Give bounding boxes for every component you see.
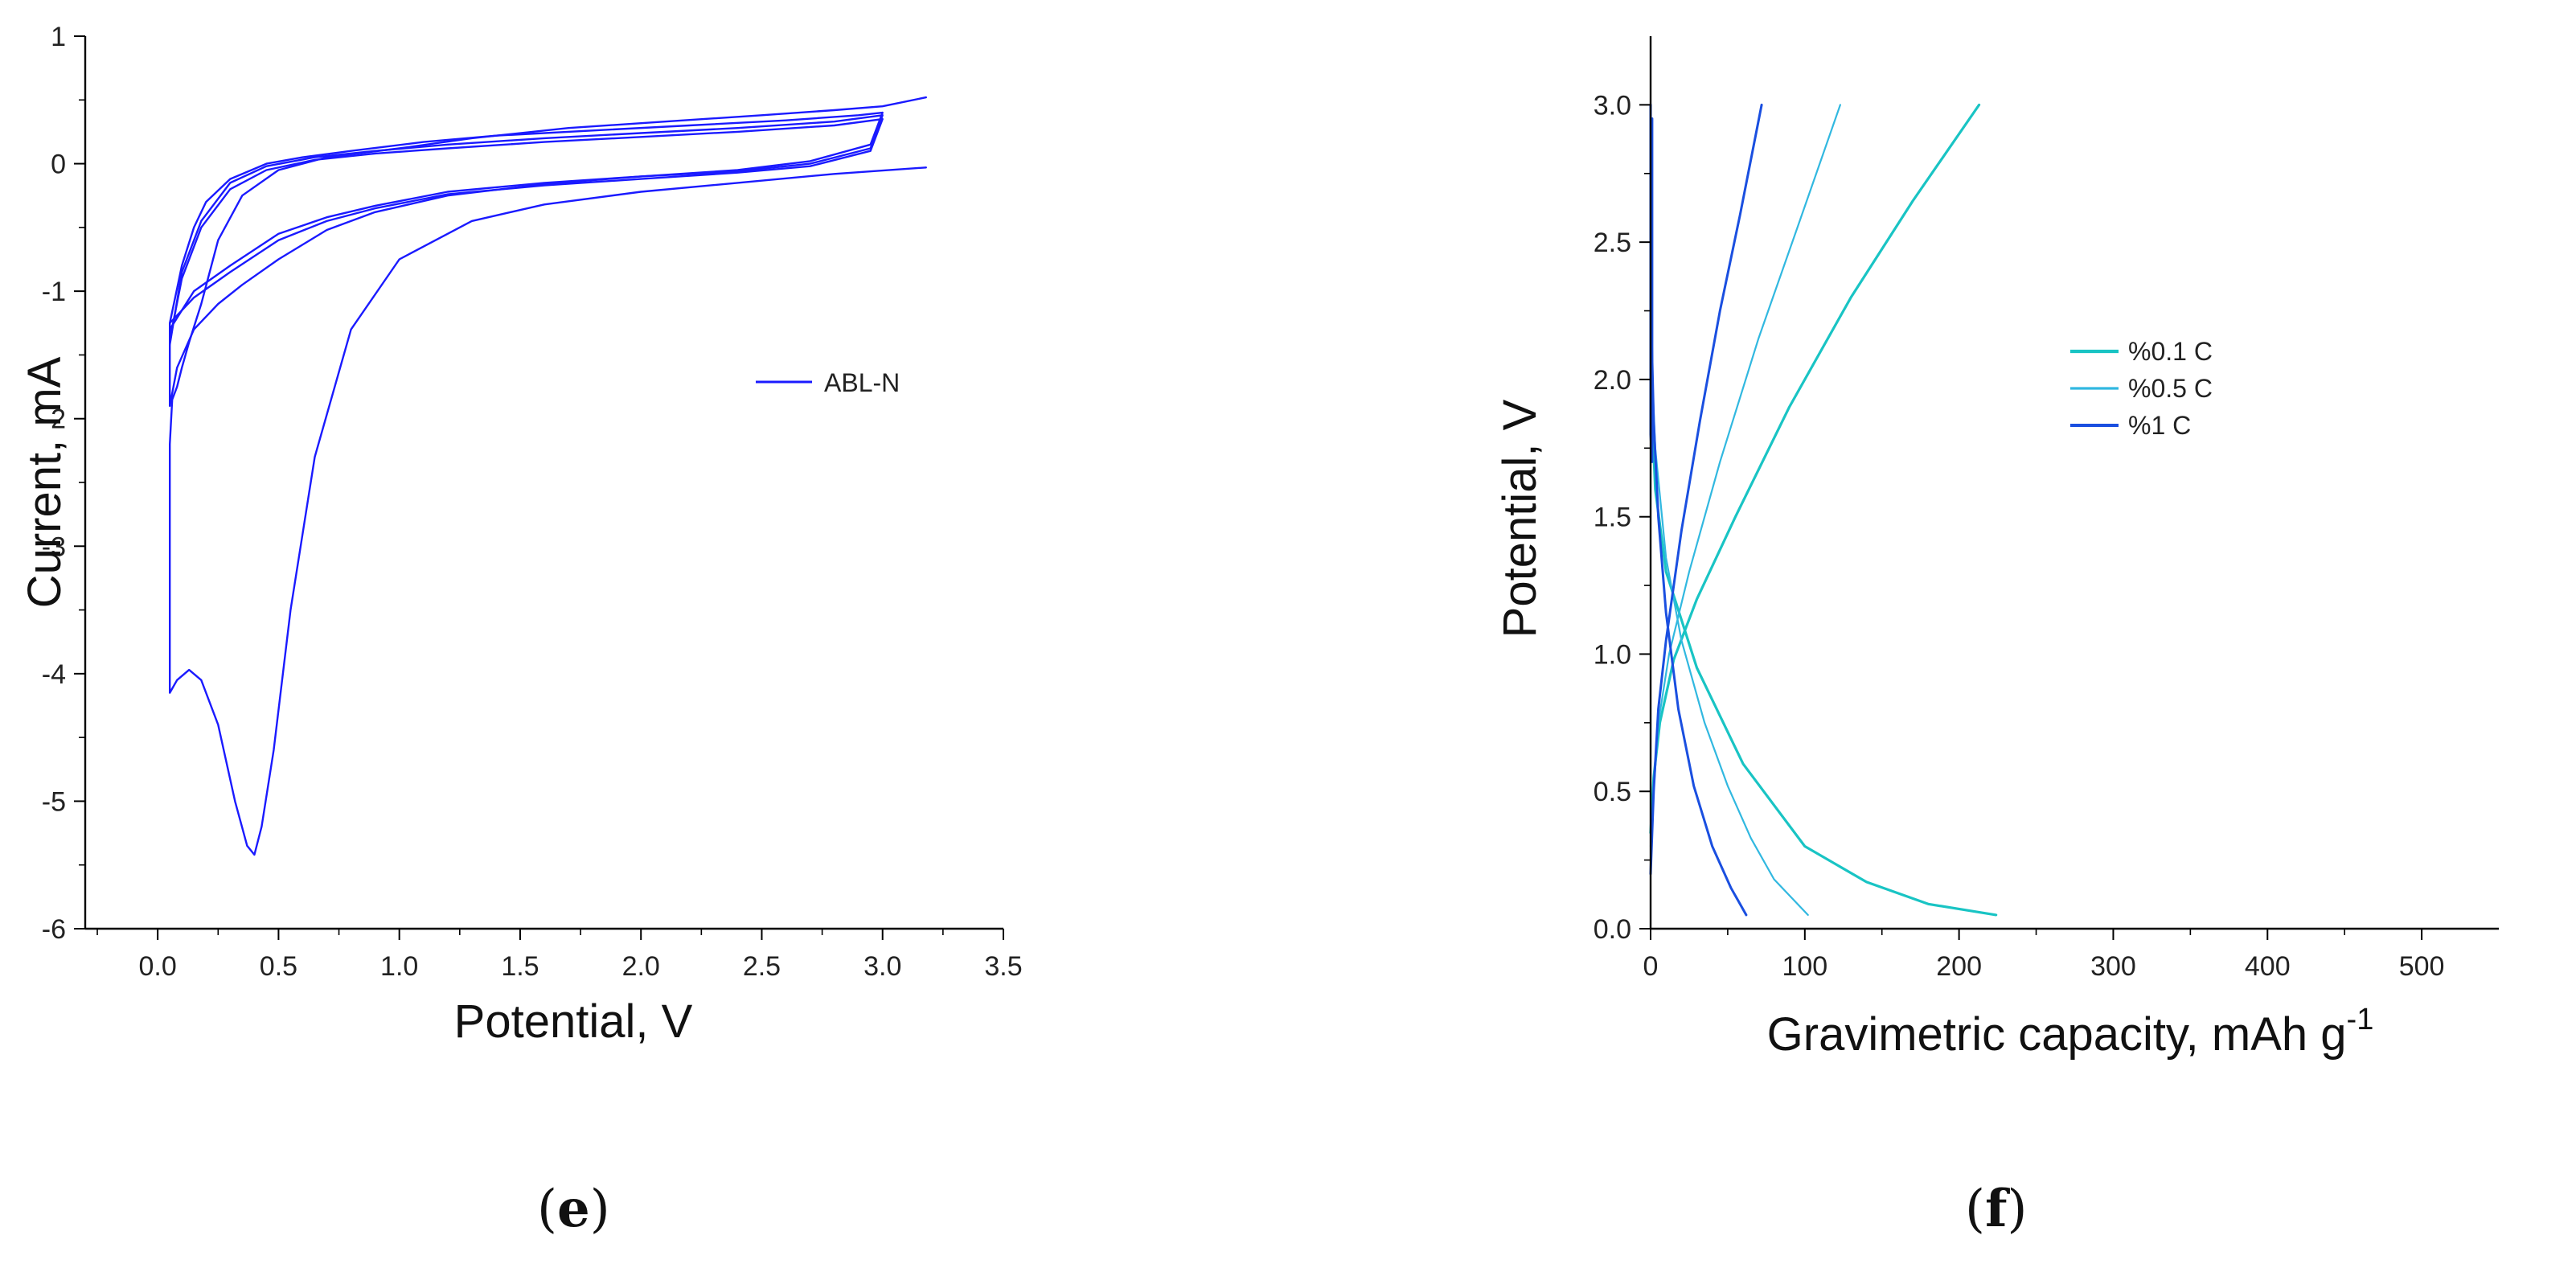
f-x-tick-label: 0 — [1643, 951, 1659, 982]
e-y-tick-label: 0 — [51, 150, 66, 180]
f-y-tick-label: 2.5 — [1594, 228, 1631, 258]
f-legend: %0.1 C %0.5 C %1 C — [2070, 337, 2213, 440]
e-series-cycle-2 — [169, 111, 884, 408]
e-y-tick-label: -1 — [42, 277, 66, 307]
e-x-tick-label: 3.0 — [863, 951, 901, 982]
f-x-tick-label: 500 — [2399, 951, 2445, 982]
f-x-tick-label: 300 — [2090, 951, 2136, 982]
f-y-tick-label: 3.0 — [1594, 90, 1631, 121]
f-charge-curve-0 — [1649, 103, 1981, 835]
f-legend-label: %0.5 C — [2128, 374, 2213, 403]
f-axes — [1649, 36, 2499, 930]
f-curves — [1649, 103, 1998, 917]
e-x-tick-label: 0.5 — [260, 951, 297, 982]
f-panel-letter: f — [1985, 1179, 2010, 1239]
e-panel-label: (e) — [537, 1179, 610, 1239]
e-axes — [84, 36, 1003, 930]
e-panel-letter: e — [557, 1179, 590, 1239]
f-discharge-curve-0 — [1649, 378, 1998, 917]
f-x-axis-title-text: Gravimetric capacity, mAh g — [1767, 1008, 2347, 1061]
e-series-cycle-3 — [169, 114, 884, 346]
f-charge-curve-1 — [1649, 104, 1841, 847]
e-y-tick-label: -3 — [42, 531, 66, 562]
f-ticks: 0 100 200 300 400 500 0.0 0.5 1.0 1.5 2.0 2.5 3.0 — [1594, 90, 2445, 982]
e-y-tick-label: -4 — [42, 659, 66, 690]
f-y-tick-label: 2.0 — [1594, 365, 1631, 396]
f-x-axis-title: Gravimetric capacity, mAh g-1 — [1767, 1003, 2374, 1061]
f-x-tick-label: 200 — [1936, 951, 1982, 982]
e-x-axis-title: Potential, V — [454, 995, 693, 1048]
e-x-tick-label: 3.5 — [984, 951, 1022, 982]
e-x-tick-label: 1.0 — [380, 951, 418, 982]
f-charge-curve-2 — [1649, 103, 1763, 876]
f-y-tick-label: 0.5 — [1594, 777, 1631, 807]
e-x-tick-label: 2.5 — [743, 951, 781, 982]
e-x-tick-label: 2.0 — [622, 951, 660, 982]
e-y-tick-label: -6 — [42, 914, 66, 945]
f-x-axis-title-sup: -1 — [2347, 1003, 2374, 1036]
e-series-abl-n — [169, 96, 927, 856]
e-legend: ABL-N — [756, 368, 900, 397]
e-x-tick-label: 1.5 — [501, 951, 539, 982]
e-ticks: 0.0 0.5 1.0 1.5 2.0 2.5 3.0 3.5 -6 -5 -4 -3 -2 -1 0 1 — [42, 22, 1023, 982]
f-x-tick-label: 100 — [1782, 951, 1827, 982]
e-y-tick-label: -5 — [42, 786, 66, 817]
f-x-tick-label: 400 — [2245, 951, 2291, 982]
f-y-tick-label: 1.0 — [1594, 639, 1631, 670]
e-x-tick-label: 0.0 — [139, 951, 177, 982]
e-y-axis-title: Current, mA — [18, 356, 71, 608]
panel-f-chart: 0 100 200 300 400 500 0.0 0.5 1.0 1.5 2.0 2.5 3.0 Gr… — [1494, 36, 2499, 1239]
e-legend-label: ABL-N — [824, 368, 900, 397]
panel-e-chart: 0.0 0.5 1.0 1.5 2.0 2.5 3.0 3.5 -6 -5 -4 -3 -2 -1 0 1 P… — [18, 22, 1023, 1239]
f-discharge-curve-2 — [1649, 296, 1748, 917]
f-discharge-curve-1 — [1649, 337, 1809, 916]
f-y-tick-label: 0.0 — [1594, 914, 1631, 945]
f-panel-label: (f) — [1965, 1179, 2027, 1239]
e-y-tick-label: -2 — [42, 404, 66, 435]
e-y-tick-label: 1 — [51, 22, 66, 52]
e-series-cycle-4 — [169, 117, 884, 341]
f-y-axis-title: Potential, V — [1494, 399, 1546, 638]
f-y-tick-label: 1.5 — [1594, 503, 1631, 533]
f-legend-label: %0.1 C — [2128, 337, 2213, 366]
e-curves — [169, 96, 927, 856]
f-legend-label: %1 C — [2128, 411, 2191, 440]
